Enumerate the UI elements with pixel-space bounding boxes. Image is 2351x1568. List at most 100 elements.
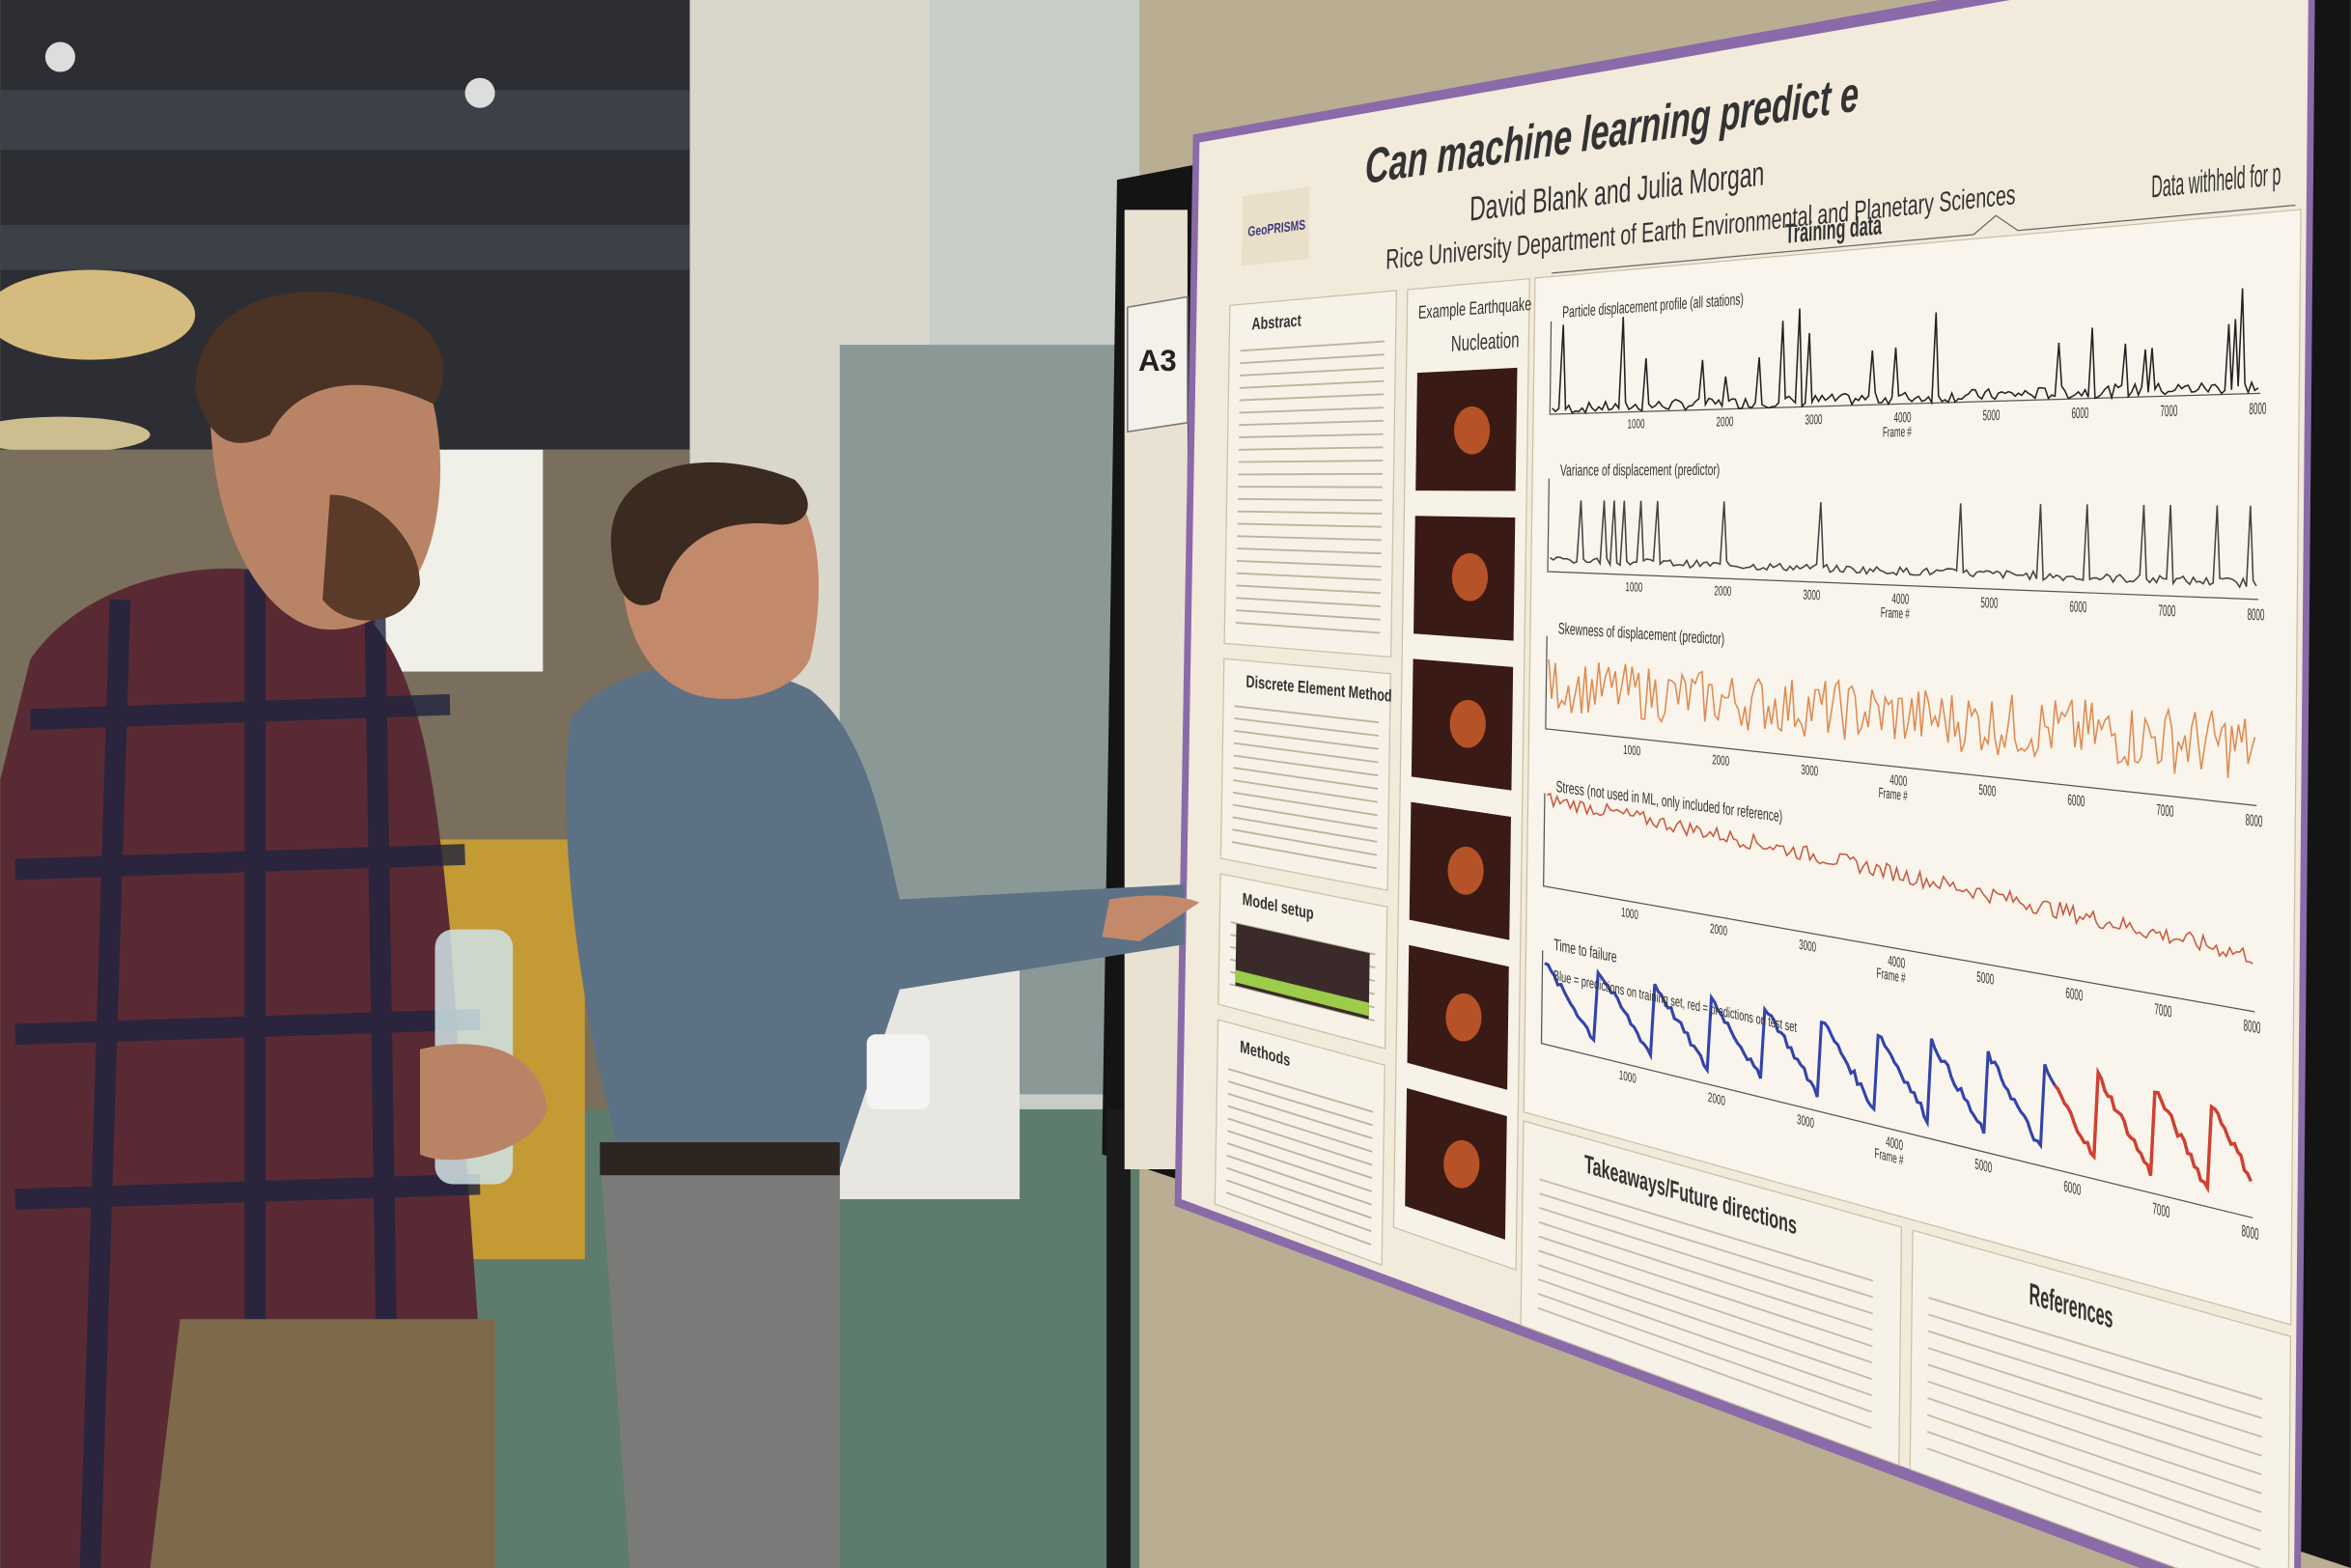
- rupture-glow: [1451, 552, 1489, 602]
- section-box: [1219, 658, 1391, 891]
- text-line: [1928, 1313, 2263, 1419]
- hand: [419, 1044, 547, 1161]
- x-tick-label: 8000: [2243, 1016, 2260, 1037]
- text-line: [1238, 446, 1384, 451]
- beard: [322, 494, 420, 621]
- x-tick-label: 6000: [2069, 598, 2086, 615]
- text-line: [1226, 1154, 1372, 1206]
- text-line: [1926, 1430, 2261, 1551]
- x-axis-label: Frame #: [1881, 603, 1910, 622]
- text-line: [1538, 1220, 1873, 1331]
- x-tick-label: 6000: [2067, 792, 2085, 811]
- text-line: [1233, 754, 1379, 777]
- text-line: [1927, 1397, 2262, 1513]
- text-line: [1537, 1292, 1872, 1414]
- text-line: [1539, 1178, 1874, 1282]
- board-leg: [1106, 1108, 1131, 1568]
- camera: [44, 42, 75, 72]
- camera: [464, 77, 495, 108]
- rupture-glow: [1445, 993, 1482, 1042]
- text-line: [1226, 1166, 1372, 1219]
- text-line: [1232, 828, 1378, 856]
- x-tick-label: 4000: [1891, 590, 1909, 607]
- x-tick-label: 2000: [1716, 415, 1733, 430]
- text-line: [1537, 1264, 1873, 1381]
- x-tick-label: 5000: [1976, 968, 1994, 989]
- ceiling-beam: [0, 90, 705, 151]
- text-line: [1239, 379, 1385, 389]
- text-line: [1926, 1447, 2261, 1568]
- x-tick-label: 5000: [1974, 1156, 1992, 1177]
- text-line: [1227, 1092, 1373, 1139]
- x-tick-label: 1000: [1627, 417, 1644, 432]
- x-tick-label: 3000: [1803, 587, 1820, 603]
- text-line: [1240, 340, 1385, 352]
- x-tick-label: 8000: [2247, 605, 2264, 625]
- text-line: [1226, 1142, 1373, 1192]
- text-line: [1232, 841, 1378, 870]
- logo: GeoPRISMS: [1247, 217, 1305, 240]
- text-line: [1225, 1191, 1372, 1246]
- figure-box: [1523, 209, 2302, 1326]
- pointing-hand: [1102, 895, 1200, 942]
- text-line: [1237, 547, 1382, 555]
- x-tick-label: 2000: [1712, 753, 1729, 770]
- trousers: [150, 1319, 495, 1568]
- text-line: [1227, 1080, 1374, 1127]
- x-tick-label: 6000: [2071, 405, 2088, 422]
- text-line: [1236, 609, 1381, 621]
- text-line: [1232, 803, 1378, 830]
- text-line: [1538, 1235, 1873, 1348]
- x-tick-label: 3000: [1797, 1112, 1814, 1132]
- x-tick-label: 7000: [2158, 601, 2175, 620]
- rupture-glow: [1453, 406, 1491, 455]
- x-tick-label: 5000: [1980, 594, 1998, 611]
- text-line: [1927, 1363, 2262, 1476]
- text-line: [1233, 729, 1379, 750]
- x-tick-label: 3000: [1805, 412, 1822, 428]
- text-line: [1237, 535, 1383, 542]
- x-tick-label: 5000: [1982, 406, 2000, 424]
- text-line: [1233, 742, 1379, 764]
- x-tick-label: 2000: [1714, 584, 1731, 599]
- trace-test: [2053, 1066, 2253, 1193]
- text-line: [1226, 1130, 1373, 1180]
- x-tick-label: 2000: [1708, 1091, 1725, 1109]
- x-tick-label: 4000: [1888, 952, 1905, 972]
- sign-card: [1127, 295, 1189, 434]
- text-line: [1227, 1105, 1373, 1153]
- panel-label: Variance of displacement (predictor): [1560, 460, 1721, 479]
- text-line: [1927, 1347, 2262, 1457]
- text-line: [1537, 1278, 1872, 1397]
- text-line: [1240, 353, 1385, 365]
- trace: [1550, 500, 2257, 589]
- text-line: [1537, 1306, 1872, 1430]
- person-middle: [566, 462, 1200, 1568]
- hair: [610, 462, 808, 605]
- text-line: [1236, 597, 1381, 607]
- text-line: [1233, 779, 1378, 803]
- x-tick-label: 1000: [1625, 580, 1642, 595]
- text-line: [1236, 572, 1382, 581]
- text-line: [1240, 367, 1385, 377]
- text-line: [1236, 560, 1382, 568]
- text-line: [1232, 816, 1378, 843]
- text-line: [1234, 705, 1380, 724]
- text-line: [1238, 472, 1383, 476]
- x-tick-label: 4000: [1889, 771, 1907, 790]
- bracket: [1552, 204, 2296, 274]
- axis: [1543, 793, 2255, 1013]
- text-line: [1230, 921, 1376, 956]
- text-line: [1235, 622, 1381, 634]
- section-subheading: Nucleation: [1451, 327, 1520, 356]
- x-tick-label: 5000: [1978, 781, 1996, 800]
- axis: [1540, 950, 2253, 1218]
- model-band: [1235, 969, 1369, 1017]
- text-line: [1237, 522, 1383, 528]
- logo-box: [1242, 186, 1310, 266]
- rupture-glow: [1449, 699, 1486, 748]
- section-heading: Abstract: [1251, 312, 1301, 335]
- x-tick-label: 1000: [1623, 743, 1640, 760]
- x-tick-label: 3000: [1801, 762, 1818, 779]
